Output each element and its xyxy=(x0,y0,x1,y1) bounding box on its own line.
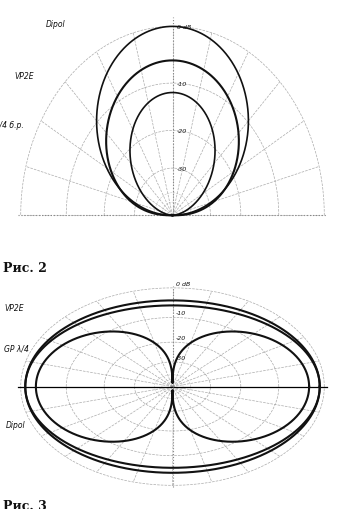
Text: -10: -10 xyxy=(176,310,186,316)
Text: -20: -20 xyxy=(176,335,186,340)
Text: Dipol: Dipol xyxy=(46,20,66,30)
Text: -10: -10 xyxy=(177,81,187,87)
Text: 0 dB: 0 dB xyxy=(176,281,190,286)
Text: λ/4 б.р.: λ/4 б.р. xyxy=(0,121,24,129)
Text: Dipol: Dipol xyxy=(6,420,26,429)
Text: Рис. 3: Рис. 3 xyxy=(3,499,47,509)
Text: -20: -20 xyxy=(177,129,187,133)
Text: Рис. 2: Рис. 2 xyxy=(3,262,47,275)
Text: 0 dB: 0 dB xyxy=(177,25,191,30)
Text: -30: -30 xyxy=(176,355,186,360)
Text: GP λ/4: GP λ/4 xyxy=(4,344,29,353)
Text: VP2E: VP2E xyxy=(4,304,24,313)
Text: -30: -30 xyxy=(177,166,187,171)
Text: VP2E: VP2E xyxy=(15,72,34,80)
